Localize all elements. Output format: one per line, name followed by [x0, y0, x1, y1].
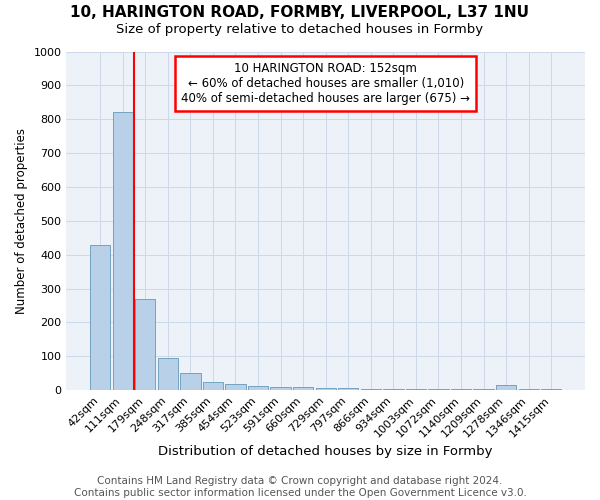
Y-axis label: Number of detached properties: Number of detached properties — [15, 128, 28, 314]
Text: 10 HARINGTON ROAD: 152sqm
← 60% of detached houses are smaller (1,010)
40% of se: 10 HARINGTON ROAD: 152sqm ← 60% of detac… — [181, 62, 470, 104]
Text: Size of property relative to detached houses in Formby: Size of property relative to detached ho… — [116, 22, 484, 36]
X-axis label: Distribution of detached houses by size in Formby: Distribution of detached houses by size … — [158, 444, 493, 458]
Bar — [226, 384, 245, 390]
Bar — [180, 373, 200, 390]
Bar — [158, 358, 178, 390]
Bar — [135, 298, 155, 390]
Bar — [203, 382, 223, 390]
Bar — [293, 387, 313, 390]
Bar — [113, 112, 133, 390]
Text: 10, HARINGTON ROAD, FORMBY, LIVERPOOL, L37 1NU: 10, HARINGTON ROAD, FORMBY, LIVERPOOL, L… — [71, 5, 530, 20]
Bar — [248, 386, 268, 390]
Bar — [316, 388, 336, 390]
Bar — [338, 388, 358, 390]
Bar — [90, 244, 110, 390]
Bar — [271, 387, 291, 390]
Text: Contains HM Land Registry data © Crown copyright and database right 2024.
Contai: Contains HM Land Registry data © Crown c… — [74, 476, 526, 498]
Bar — [496, 385, 517, 390]
